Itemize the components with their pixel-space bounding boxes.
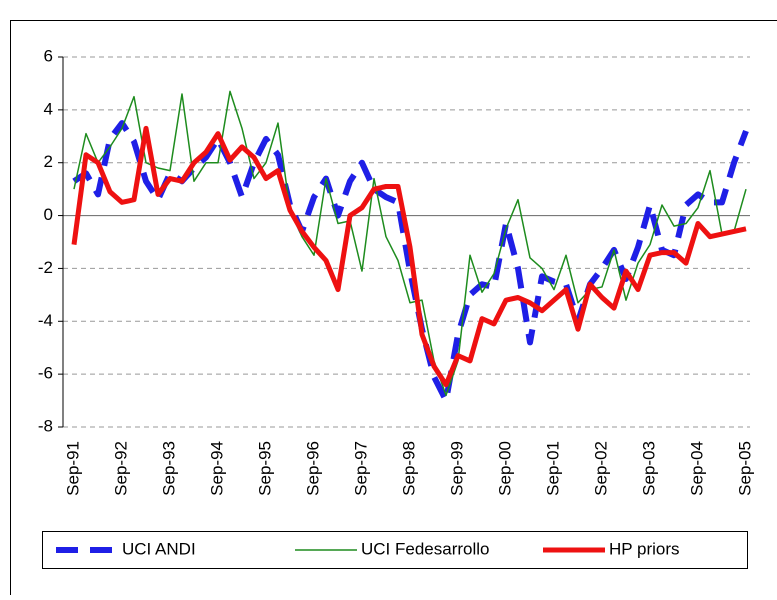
x-tick-label: Sep-91	[63, 441, 82, 496]
x-tick-label: Sep-94	[207, 441, 226, 496]
x-tick-label: Sep-00	[495, 441, 514, 496]
x-tick-label: Sep-95	[255, 441, 274, 496]
x-tick-label: Sep-03	[639, 441, 658, 496]
x-tick-label: Sep-93	[159, 441, 178, 496]
x-tick-label: Sep-05	[735, 441, 754, 496]
x-tick-label: Sep-99	[447, 441, 466, 496]
legend-label: UCI ANDI	[122, 539, 196, 558]
x-tick-label: Sep-02	[591, 441, 610, 496]
y-tick-label: 2	[44, 152, 53, 171]
x-tick-label: Sep-96	[303, 441, 322, 496]
legend-label: HP priors	[609, 539, 680, 558]
legend-label: UCI Fedesarrollo	[361, 539, 490, 558]
x-tick-label: Sep-01	[543, 441, 562, 496]
y-tick-label: 6	[44, 46, 53, 65]
y-tick-label: 0	[44, 205, 53, 224]
series-line	[74, 128, 746, 384]
y-tick-label: -6	[38, 364, 53, 383]
y-tick-label: 4	[44, 99, 53, 118]
y-tick-label: -4	[38, 311, 53, 330]
x-tick-label: Sep-92	[111, 441, 130, 496]
x-tick-label: Sep-98	[399, 441, 418, 496]
y-tick-label: -8	[38, 416, 53, 435]
y-tick-label: -2	[38, 258, 53, 277]
chart-frame	[11, 21, 777, 596]
x-tick-label: Sep-04	[687, 441, 706, 496]
x-tick-label: Sep-97	[351, 441, 370, 496]
